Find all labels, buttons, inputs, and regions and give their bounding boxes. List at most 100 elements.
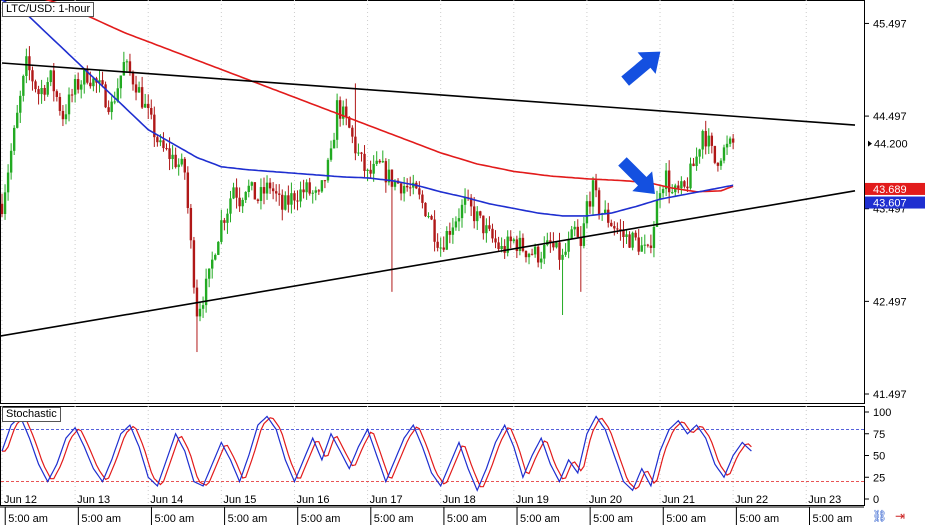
- current-price-label: 44.200: [874, 139, 908, 151]
- indicator-title: Stochastic: [2, 407, 61, 422]
- candle-body: [22, 75, 25, 96]
- candle-body: [256, 199, 260, 201]
- candle-body: [247, 185, 250, 193]
- stoch-tick-label: 50: [873, 451, 885, 463]
- candle-body: [113, 101, 116, 103]
- time-label: 5:00 am: [228, 513, 268, 525]
- candle-body: [3, 192, 7, 215]
- candle-body: [640, 245, 643, 252]
- time-label: 5:00 am: [520, 513, 560, 525]
- candle-body: [448, 231, 452, 235]
- candle-body: [384, 161, 388, 183]
- candle-body: [168, 148, 171, 160]
- candle-body: [335, 100, 339, 140]
- candle-body: [271, 188, 275, 192]
- candle-body: [655, 199, 659, 227]
- candle-body: [677, 185, 680, 189]
- candle-body: [140, 87, 144, 108]
- candle-body: [689, 163, 692, 189]
- candle-body: [506, 236, 509, 253]
- candle-body: [671, 192, 674, 194]
- candle-body: [402, 185, 406, 194]
- candle-body: [634, 232, 637, 238]
- candle-body: [445, 231, 448, 250]
- candle-body: [491, 228, 494, 239]
- candle-body: [613, 226, 616, 229]
- candle-body: [351, 127, 354, 137]
- breakdown-down-arrow: [618, 157, 655, 194]
- time-label: 5:00 am: [81, 513, 121, 525]
- candle-body: [616, 228, 619, 230]
- chain-link-icon[interactable]: ⛓: [872, 509, 888, 523]
- day-label: Jun 16: [296, 494, 329, 506]
- candle-body: [695, 156, 698, 167]
- day-label: Jun 17: [370, 494, 403, 506]
- candle-body: [524, 250, 528, 258]
- candle-body: [98, 80, 101, 83]
- candle-body: [268, 182, 272, 189]
- candle-body: [418, 188, 421, 195]
- candle-body: [274, 191, 278, 194]
- candle-body: [479, 211, 482, 216]
- candle-body: [107, 107, 110, 113]
- candle-body: [558, 242, 561, 260]
- candle-body: [326, 159, 330, 181]
- candle-body: [162, 140, 165, 149]
- candle-body: [530, 253, 534, 255]
- candle-body: [342, 106, 345, 119]
- candle-body: [311, 192, 314, 194]
- time-label: 5:00 am: [301, 513, 341, 525]
- price-panel: [0, 0, 865, 404]
- ma-slow-line: [44, 0, 734, 193]
- time-label: 5:00 am: [374, 513, 414, 525]
- candle-body: [460, 204, 464, 219]
- candle-body: [165, 148, 168, 150]
- candle-body: [393, 180, 397, 187]
- candle-body: [89, 82, 92, 87]
- candle-body: [518, 237, 522, 251]
- candle-body: [332, 139, 336, 149]
- candle-body: [646, 244, 650, 246]
- candle-body: [43, 88, 46, 95]
- candle-body: [536, 246, 540, 263]
- candle-body: [101, 80, 104, 85]
- arrow-right-icon[interactable]: ⇥: [895, 509, 906, 523]
- candle-body: [119, 75, 123, 89]
- day-label: Jun 23: [808, 494, 841, 506]
- candle-body: [369, 169, 372, 174]
- candle-body: [357, 152, 360, 154]
- time-label: 5:00 am: [812, 513, 852, 525]
- day-label: Jun 22: [735, 494, 768, 506]
- candle-body: [238, 197, 241, 207]
- candle-body: [37, 89, 40, 95]
- price-tick-label: 42.497: [873, 296, 907, 308]
- stochastic-panel-frame: [0, 406, 865, 506]
- day-label: Jun 18: [443, 494, 476, 506]
- candle-body: [104, 84, 107, 108]
- candle-body: [424, 202, 427, 217]
- price-tick-label: 45.497: [873, 18, 907, 30]
- candle-body: [476, 211, 479, 222]
- candle-body: [469, 197, 473, 207]
- time-label: 5:00 am: [447, 513, 487, 525]
- candle-body: [61, 110, 65, 120]
- day-label: Jun 15: [223, 494, 256, 506]
- candle-body: [86, 69, 89, 83]
- stoch-tick-label: 0: [873, 494, 879, 506]
- stoch-tick-label: 100: [873, 407, 891, 419]
- candle-body: [451, 227, 455, 235]
- candle-body: [296, 200, 299, 202]
- candle-body: [128, 61, 132, 73]
- candle-body: [0, 203, 4, 215]
- candle-body: [442, 247, 445, 250]
- breakout-up-arrow-shape: [621, 51, 661, 86]
- day-label: Jun 13: [77, 494, 110, 506]
- ma-fast-line: [1, 0, 734, 217]
- candle-body: [543, 244, 546, 259]
- candle-body: [156, 137, 159, 143]
- candle-body: [345, 106, 348, 118]
- candle-body: [503, 245, 506, 253]
- day-label: Jun 12: [4, 494, 37, 506]
- candle-body: [686, 186, 689, 189]
- candle-body: [40, 88, 43, 95]
